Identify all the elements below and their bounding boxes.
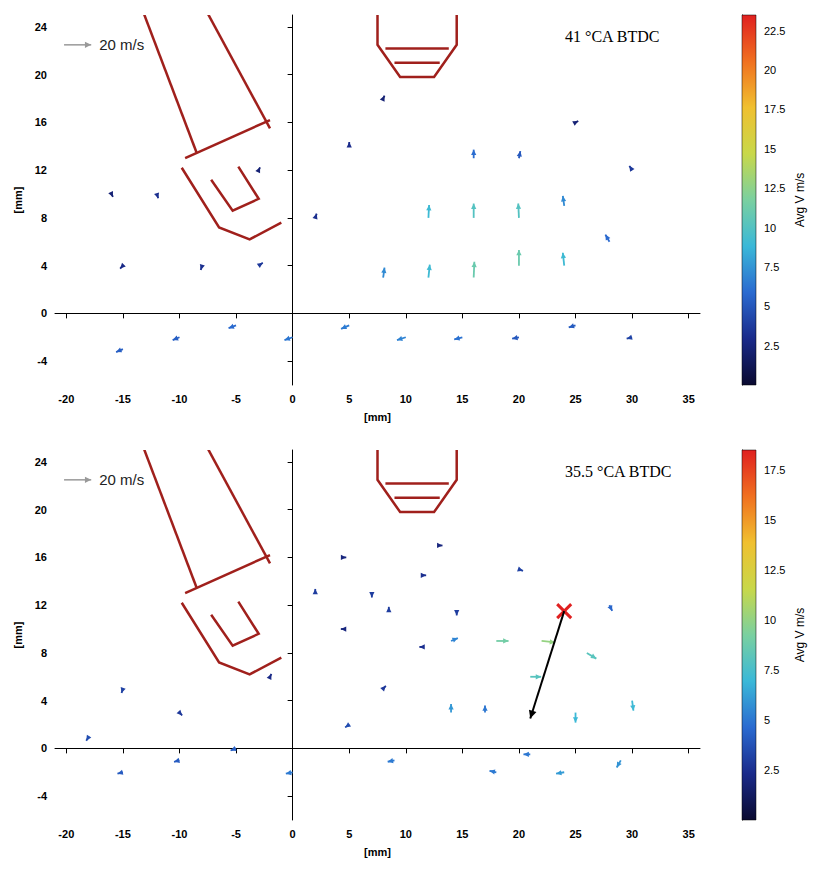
svg-text:5: 5 — [764, 714, 770, 726]
svg-text:20: 20 — [513, 828, 525, 840]
svg-text:-15: -15 — [115, 828, 131, 840]
svg-text:35.5 °CA BTDC: 35.5 °CA BTDC — [565, 463, 671, 480]
svg-text:15: 15 — [764, 143, 776, 155]
svg-text:8: 8 — [41, 212, 47, 224]
svg-text:24: 24 — [35, 456, 48, 468]
svg-text:-20: -20 — [58, 393, 74, 405]
svg-text:2.5: 2.5 — [764, 340, 779, 352]
svg-text:15: 15 — [456, 393, 468, 405]
svg-text:35: 35 — [683, 828, 695, 840]
svg-text:0: 0 — [41, 742, 47, 754]
svg-text:-5: -5 — [231, 828, 241, 840]
svg-text:-4: -4 — [37, 355, 48, 367]
svg-text:35: 35 — [683, 393, 695, 405]
svg-text:4: 4 — [41, 695, 48, 707]
svg-text:-10: -10 — [172, 828, 188, 840]
svg-text:0: 0 — [41, 307, 47, 319]
svg-text:12.5: 12.5 — [764, 564, 785, 576]
svg-text:-4: -4 — [37, 790, 48, 802]
svg-text:17.5: 17.5 — [764, 464, 785, 476]
svg-text:Avg V m/s: Avg V m/s — [793, 608, 807, 662]
svg-text:7.5: 7.5 — [764, 664, 779, 676]
svg-text:12.5: 12.5 — [764, 182, 785, 194]
svg-text:24: 24 — [35, 21, 48, 33]
svg-text:10: 10 — [400, 393, 412, 405]
svg-text:12: 12 — [35, 164, 47, 176]
svg-text:20: 20 — [513, 393, 525, 405]
svg-text:15: 15 — [456, 828, 468, 840]
svg-text:0: 0 — [290, 828, 296, 840]
svg-text:-20: -20 — [58, 828, 74, 840]
svg-text:[mm]: [mm] — [364, 411, 391, 423]
svg-text:-5: -5 — [231, 393, 241, 405]
svg-text:20: 20 — [764, 64, 776, 76]
svg-text:25: 25 — [569, 828, 581, 840]
svg-text:[mm]: [mm] — [12, 186, 24, 213]
svg-text:[mm]: [mm] — [12, 621, 24, 648]
svg-text:20: 20 — [35, 69, 47, 81]
svg-text:41 °CA BTDC: 41 °CA BTDC — [565, 28, 659, 45]
svg-text:0: 0 — [290, 393, 296, 405]
svg-text:10: 10 — [764, 222, 776, 234]
svg-text:12: 12 — [35, 599, 47, 611]
svg-text:17.5: 17.5 — [764, 103, 785, 115]
svg-text:[mm]: [mm] — [364, 846, 391, 858]
svg-text:8: 8 — [41, 647, 47, 659]
svg-text:20 m/s: 20 m/s — [99, 471, 144, 488]
svg-text:20 m/s: 20 m/s — [99, 36, 144, 53]
svg-text:Avg V m/s: Avg V m/s — [793, 173, 807, 227]
svg-text:7.5: 7.5 — [764, 261, 779, 273]
svg-text:-10: -10 — [172, 393, 188, 405]
svg-text:4: 4 — [41, 260, 48, 272]
svg-text:30: 30 — [626, 393, 638, 405]
svg-text:15: 15 — [764, 514, 776, 526]
svg-text:5: 5 — [346, 393, 352, 405]
svg-text:25: 25 — [569, 393, 581, 405]
svg-text:5: 5 — [764, 300, 770, 312]
svg-text:22.5: 22.5 — [764, 25, 785, 37]
svg-text:-15: -15 — [115, 393, 131, 405]
svg-text:2.5: 2.5 — [764, 764, 779, 776]
svg-text:20: 20 — [35, 504, 47, 516]
svg-text:10: 10 — [764, 614, 776, 626]
svg-text:16: 16 — [35, 116, 47, 128]
svg-text:16: 16 — [35, 551, 47, 563]
svg-text:30: 30 — [626, 828, 638, 840]
svg-text:10: 10 — [400, 828, 412, 840]
svg-text:5: 5 — [346, 828, 352, 840]
